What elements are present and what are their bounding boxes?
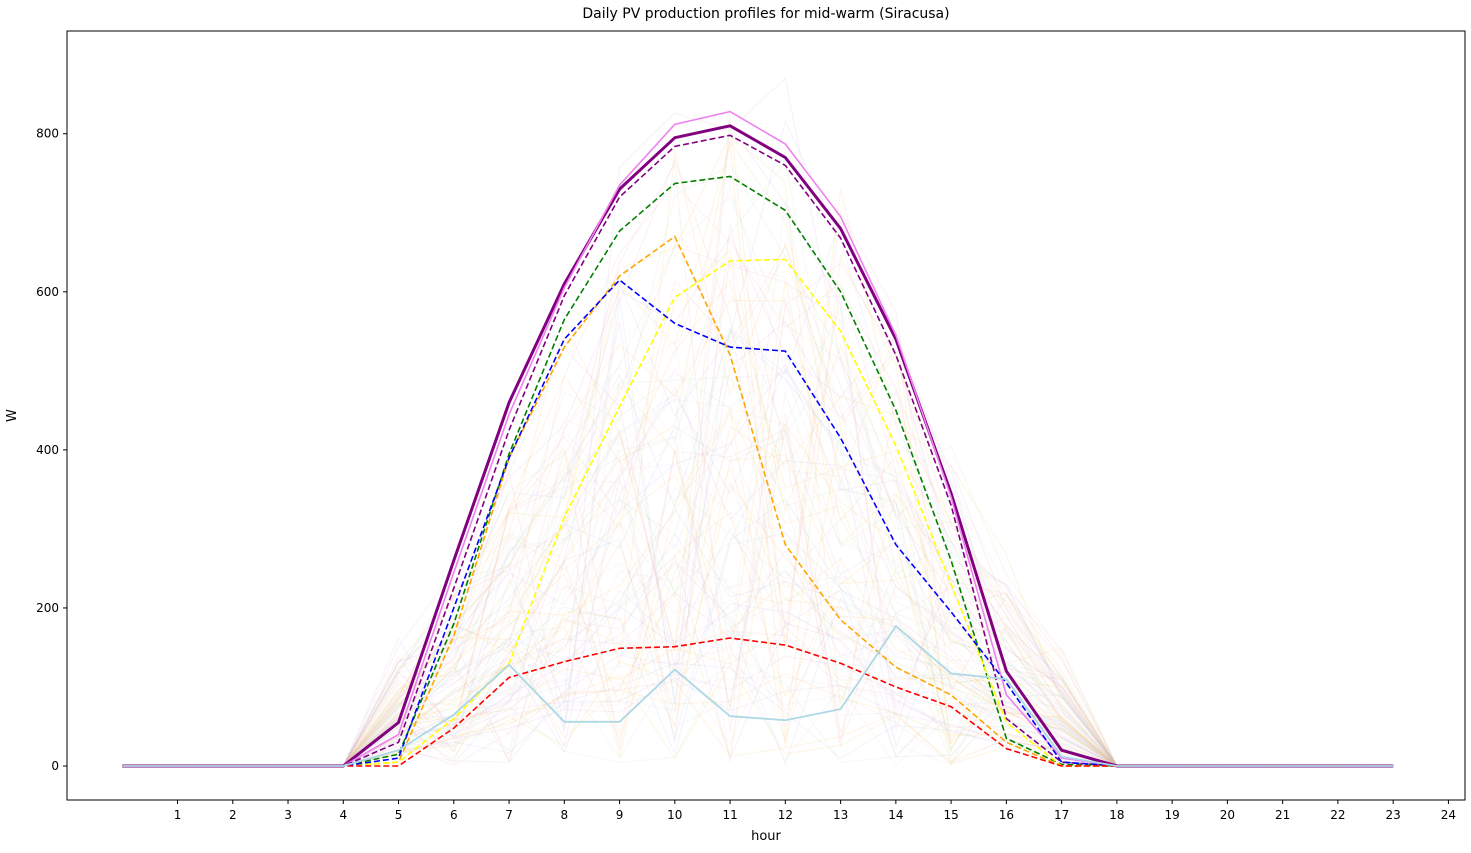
x-tick-label: 17 xyxy=(1054,808,1069,822)
background-profile-line xyxy=(122,164,1394,767)
x-tick-label: 20 xyxy=(1220,808,1235,822)
x-tick-label: 23 xyxy=(1386,808,1401,822)
x-tick-label: 11 xyxy=(722,808,737,822)
series-line-9 xyxy=(122,624,1394,767)
x-axis-ticks: 1 2 3 4 5 6 7 8 9 10 11 12 13 14 15 16 17 18 19 20 21 22 23 24 xyxy=(174,800,1456,822)
series-line-5 xyxy=(122,235,1394,767)
x-tick-label: 19 xyxy=(1164,808,1179,822)
background-profile-line xyxy=(122,422,1394,767)
x-tick-label: 8 xyxy=(560,808,568,822)
background-profile-line xyxy=(122,532,1394,767)
background-profile-line xyxy=(122,244,1394,767)
x-tick-label: 12 xyxy=(778,808,793,822)
x-tick-label: 7 xyxy=(505,808,513,822)
x-tick-label: 4 xyxy=(339,808,347,822)
x-tick-label: 21 xyxy=(1275,808,1290,822)
background-profile-line xyxy=(122,549,1394,767)
background-profile-line xyxy=(122,481,1394,767)
y-tick-label: 0 xyxy=(51,759,59,773)
x-tick-label: 15 xyxy=(943,808,958,822)
background-profile-line xyxy=(122,454,1394,767)
y-tick-label: 400 xyxy=(36,443,59,457)
background-profile-line xyxy=(122,655,1394,767)
background-profile-line xyxy=(122,532,1394,767)
background-profile-line xyxy=(122,253,1394,767)
x-tick-label: 14 xyxy=(888,808,903,822)
x-tick-label: 16 xyxy=(999,808,1014,822)
background-profile-line xyxy=(122,325,1394,767)
background-profile-line xyxy=(122,630,1394,767)
background-profile-line xyxy=(122,463,1394,767)
background-profile-line xyxy=(122,422,1394,767)
background-profile-line xyxy=(122,157,1394,767)
x-tick-label: 1 xyxy=(174,808,182,822)
background-profile-line xyxy=(122,160,1394,767)
x-tick-label: 10 xyxy=(667,808,682,822)
x-tick-label: 24 xyxy=(1441,808,1456,822)
background-profile-line xyxy=(122,298,1394,767)
y-axis-label: W xyxy=(5,409,20,422)
background-profile-line xyxy=(122,428,1394,767)
x-tick-label: 2 xyxy=(229,808,237,822)
x-tick-label: 6 xyxy=(450,808,458,822)
background-profile-line xyxy=(122,663,1394,767)
plot-frame xyxy=(66,30,1466,801)
x-tick-label: 18 xyxy=(1109,808,1124,822)
x-tick-label: 22 xyxy=(1330,808,1345,822)
y-axis-ticks: 0 200 400 600 800 xyxy=(36,127,67,773)
background-profile-line xyxy=(122,223,1394,767)
background-profile-line xyxy=(122,426,1394,767)
x-tick-label: 5 xyxy=(395,808,403,822)
background-profile-line xyxy=(122,249,1394,767)
background-profile-line xyxy=(122,610,1394,767)
background-profile-line xyxy=(122,151,1394,767)
background-profiles xyxy=(122,77,1394,767)
series-lines xyxy=(122,110,1394,768)
background-profile-line xyxy=(122,376,1394,767)
background-profile-line xyxy=(122,245,1394,767)
background-profile-line xyxy=(122,235,1394,767)
background-profile-line xyxy=(122,580,1394,767)
x-tick-label: 9 xyxy=(616,808,624,822)
x-tick-label: 3 xyxy=(284,808,292,822)
background-profile-line xyxy=(122,626,1394,767)
background-profile-line xyxy=(122,162,1394,767)
y-tick-label: 200 xyxy=(36,601,59,615)
chart-title: Daily PV production profiles for mid-war… xyxy=(582,6,950,22)
background-profile-line xyxy=(122,603,1394,767)
y-tick-label: 600 xyxy=(36,285,59,299)
y-tick-label: 800 xyxy=(36,127,59,141)
x-tick-label: 13 xyxy=(833,808,848,822)
x-axis-label: hour xyxy=(751,829,781,844)
series-line-8 xyxy=(122,637,1394,767)
